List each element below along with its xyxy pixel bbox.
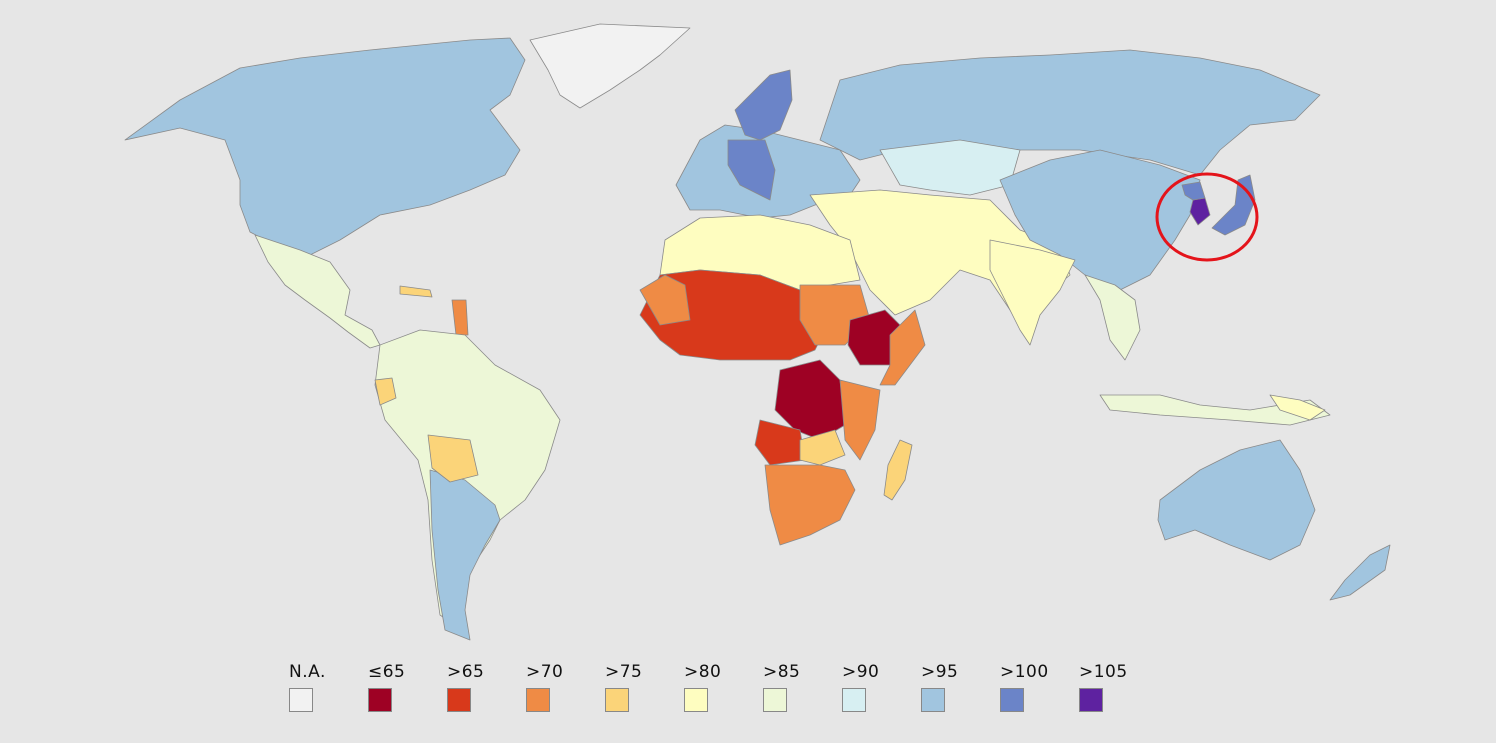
legend-label: ≤65 (368, 662, 406, 682)
region-sahel (639, 269, 831, 361)
legend-item: >90 (825, 662, 904, 712)
region-japan (1211, 174, 1256, 236)
legend-swatch (842, 688, 866, 712)
legend-item: N.A. (272, 662, 351, 712)
legend-label: >95 (921, 662, 959, 682)
legend-label: >85 (763, 662, 801, 682)
legend-swatch (526, 688, 550, 712)
region-west-africa (639, 274, 691, 326)
region-argentina (429, 469, 501, 641)
legend-label: >70 (526, 662, 564, 682)
region-australia (1157, 439, 1316, 561)
legend-item: >70 (509, 662, 588, 712)
legend-label: >100 (1000, 662, 1049, 682)
legend-swatch (368, 688, 392, 712)
legend-item: >80 (667, 662, 746, 712)
region-south-korea (1189, 197, 1211, 226)
region-east-africa (839, 379, 881, 461)
region-new-zealand (1329, 544, 1391, 601)
highlight-circle (1155, 172, 1259, 262)
region-scandinavia (734, 69, 793, 141)
region-indonesia (1099, 394, 1331, 426)
legend-swatch (447, 688, 471, 712)
region-mexico (254, 234, 381, 349)
legend-item: >105 (1062, 662, 1141, 712)
region-papua (1269, 394, 1326, 421)
legend-label: >65 (447, 662, 485, 682)
region-bolivia (427, 434, 479, 483)
region-north-america (124, 37, 526, 256)
region-central-europe (727, 139, 776, 201)
legend-swatch (921, 688, 945, 712)
legend-swatch (763, 688, 787, 712)
legend-item: >95 (904, 662, 983, 712)
region-lesser-antilles (451, 299, 469, 336)
region-china (999, 149, 1201, 291)
region-caribbean (399, 285, 433, 298)
region-southeast-asia (1084, 274, 1141, 361)
region-ecuador (374, 377, 397, 406)
region-madagascar (883, 439, 913, 501)
legend-swatch (1000, 688, 1024, 712)
legend-item: ≤65 (351, 662, 430, 712)
region-southern-africa (764, 464, 856, 546)
legend-item: >85 (746, 662, 825, 712)
legend-label: >80 (684, 662, 722, 682)
legend-swatch (605, 688, 629, 712)
legend-item: >75 (588, 662, 667, 712)
legend-label: >105 (1079, 662, 1128, 682)
legend-label: >75 (605, 662, 643, 682)
legend-label: >90 (842, 662, 880, 682)
legend: N.A. ≤65 >65 >70 >75 >80 >85 >90 >95 >100 >105 (272, 662, 1141, 712)
region-horn (879, 309, 926, 386)
region-greenland (529, 23, 691, 109)
region-kazakhstan (879, 139, 1021, 196)
legend-swatch (289, 688, 313, 712)
legend-item: >65 (430, 662, 509, 712)
legend-swatch (684, 688, 708, 712)
region-india (989, 239, 1076, 346)
region-angola (754, 419, 806, 466)
legend-label: N.A. (289, 662, 326, 682)
region-zambia (799, 429, 846, 466)
legend-swatch (1079, 688, 1103, 712)
region-north-korea (1181, 181, 1206, 201)
legend-item: >100 (983, 662, 1062, 712)
